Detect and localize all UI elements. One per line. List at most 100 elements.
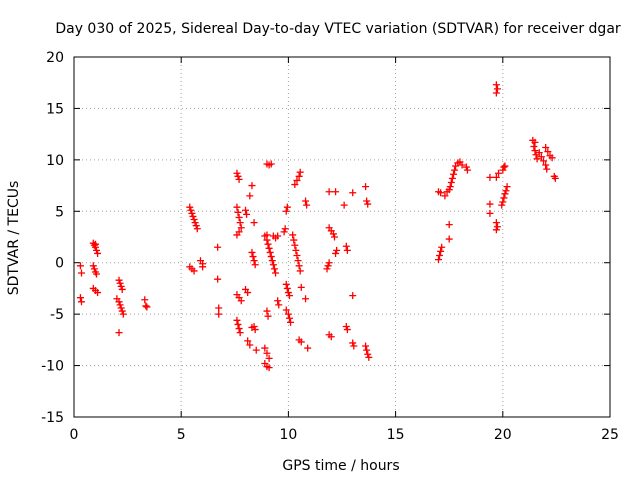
data-point [215, 304, 223, 312]
y-tick-label: 5 [55, 204, 64, 220]
data-point [531, 147, 539, 155]
data-point [486, 173, 494, 181]
y-tick-label: 0 [55, 256, 64, 272]
data-point [551, 174, 559, 182]
data-point [290, 236, 298, 244]
data-point [503, 183, 511, 191]
data-point [293, 176, 301, 184]
data-point [500, 163, 508, 171]
data-point [78, 298, 86, 306]
data-point [116, 279, 124, 287]
data-point [265, 354, 273, 362]
data-point [235, 213, 243, 221]
data-point [349, 189, 357, 197]
data-point [448, 174, 456, 182]
data-point [340, 201, 348, 209]
data-point [498, 201, 506, 209]
data-point [501, 190, 509, 198]
y-tick-label: -10 [41, 359, 64, 375]
data-point [495, 169, 503, 177]
x-tick-label: 20 [494, 427, 512, 443]
data-point [294, 257, 302, 265]
grid-layer [74, 57, 610, 417]
data-point [246, 341, 254, 349]
data-point [188, 209, 196, 217]
x-tick-labels: 0 5 10 15 20 25 [70, 427, 619, 443]
data-point [324, 262, 332, 270]
data-point [191, 219, 199, 227]
data-point [451, 166, 459, 174]
data-point [261, 344, 269, 352]
data-point [214, 243, 222, 251]
data-point [265, 244, 273, 252]
data-point [268, 257, 276, 265]
data-point [447, 178, 455, 186]
data-point [500, 194, 508, 202]
data-point [329, 230, 337, 238]
data-point [187, 206, 195, 214]
data-point [350, 342, 358, 350]
data-point [364, 200, 372, 208]
data-point [234, 208, 242, 216]
y-tick-label: 10 [46, 153, 64, 169]
data-point [543, 165, 551, 173]
data-point [115, 298, 123, 306]
data-point [283, 284, 291, 292]
data-point [281, 225, 289, 233]
data-point [542, 161, 550, 169]
data-point [293, 252, 301, 260]
data-point [118, 307, 126, 315]
data-point [274, 232, 282, 240]
data-point [282, 280, 290, 288]
data-point [436, 252, 444, 260]
data-point [248, 324, 256, 332]
y-tick-label: -5 [50, 307, 64, 323]
data-point [492, 219, 500, 227]
data-point [502, 187, 510, 195]
data-point [533, 155, 541, 163]
data-point [236, 329, 244, 337]
data-point [283, 203, 291, 211]
data-point [364, 350, 372, 358]
data-point [327, 333, 335, 341]
data-point [349, 339, 357, 347]
data-point [234, 172, 242, 180]
data-point [235, 325, 243, 333]
data-point [190, 216, 198, 224]
chart-title: Day 030 of 2025, Sidereal Day-to-day VTE… [55, 21, 621, 37]
data-point [252, 346, 260, 354]
data-point [493, 223, 501, 231]
data-point [233, 316, 241, 324]
data-point [323, 265, 331, 273]
data-point [332, 188, 340, 196]
x-tick-label: 10 [279, 427, 297, 443]
data-point [282, 207, 290, 215]
data-point [118, 285, 126, 293]
data-point [530, 142, 538, 150]
data-point [501, 162, 509, 170]
data-point [267, 253, 275, 261]
y-tick-label: 15 [46, 101, 64, 117]
data-point [531, 138, 539, 146]
data-point [458, 161, 466, 169]
data-point [249, 253, 257, 261]
data-points [76, 81, 559, 372]
data-point [342, 242, 350, 250]
data-point [248, 248, 256, 256]
data-point [342, 322, 350, 330]
data-point [237, 224, 245, 232]
data-point [291, 181, 299, 189]
data-point [332, 249, 340, 257]
data-point [445, 235, 453, 243]
data-point [263, 307, 271, 315]
data-point [91, 240, 99, 248]
data-point [333, 246, 341, 254]
data-point [302, 197, 310, 205]
data-point [237, 297, 245, 305]
data-point [492, 89, 500, 97]
data-point [189, 212, 197, 220]
x-tick-label: 5 [177, 427, 186, 443]
data-point [94, 249, 102, 257]
data-point [190, 267, 198, 275]
